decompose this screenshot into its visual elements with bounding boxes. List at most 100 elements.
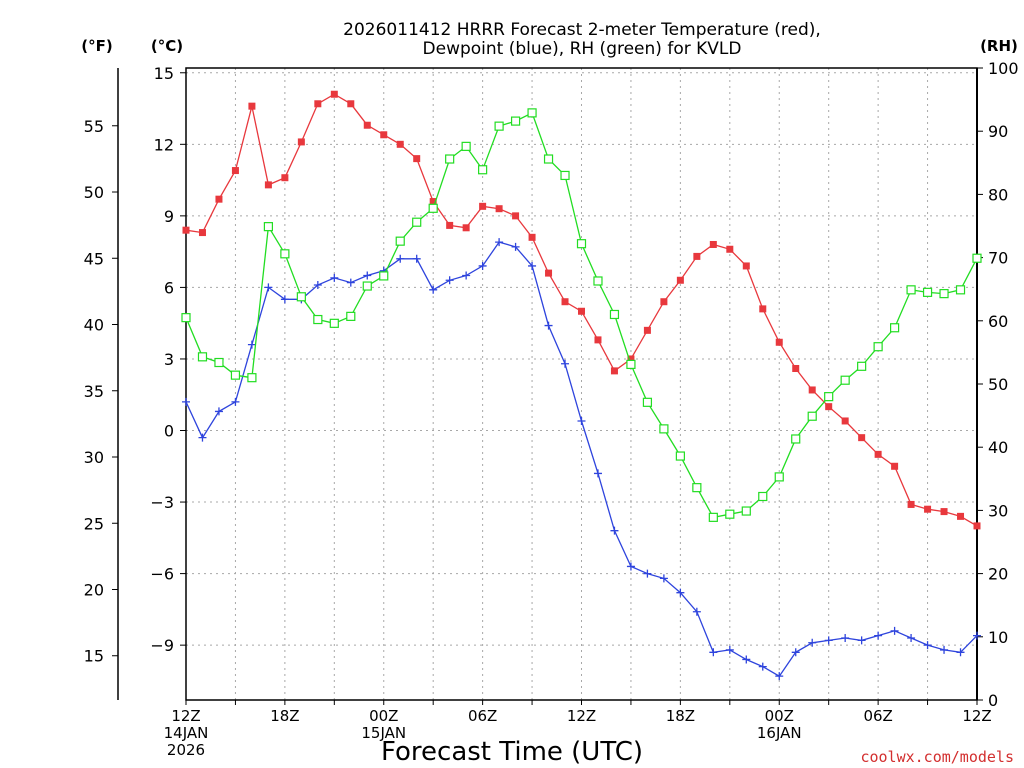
x-tick-label: 15JAN <box>361 724 406 742</box>
rh-point <box>494 121 504 131</box>
rh-tick-label: 70 <box>988 249 1008 268</box>
dewpoint-point <box>874 631 883 640</box>
rh-point <box>230 370 241 380</box>
temperature-point <box>182 226 190 234</box>
temperature-point <box>874 450 882 458</box>
dewpoint-point <box>841 633 850 642</box>
dewpoint-point <box>725 645 734 654</box>
dewpoint-point <box>198 433 207 442</box>
fahrenheit-tick-label: 20 <box>84 580 104 599</box>
x-tick-label: 12Z <box>567 707 596 725</box>
rh-point <box>510 116 521 126</box>
dewpoint-point <box>313 281 322 290</box>
temperature-point <box>215 195 223 203</box>
fahrenheit-tick-label: 50 <box>84 183 104 202</box>
rh-point <box>642 397 653 407</box>
fahrenheit-tick-labels: 15 20 25 30 35 40 45 50 55 <box>84 117 118 666</box>
temperature-point <box>610 367 618 375</box>
temperature-point <box>841 417 849 425</box>
series-rh <box>181 108 982 522</box>
dewpoint-point <box>659 574 668 583</box>
x-tick-label: 18Z <box>270 707 299 725</box>
temperature-point <box>726 245 734 253</box>
temperature-point <box>330 90 338 98</box>
celsius-tick-label: 6 <box>164 278 174 297</box>
rh-point <box>939 289 949 299</box>
temperature-point <box>545 269 553 277</box>
fahrenheit-tick-label: 30 <box>84 448 104 467</box>
rh-point <box>296 292 306 302</box>
fahrenheit-tick-label: 15 <box>84 647 104 666</box>
temperature-point <box>693 252 701 260</box>
dewpoint-point <box>429 285 438 294</box>
dewpoint-point <box>973 631 981 640</box>
rh-point <box>247 373 257 383</box>
rh-point <box>263 222 273 232</box>
x-tick-label: 18Z <box>666 707 695 725</box>
dewpoint-point <box>396 254 405 263</box>
temperature-point <box>858 434 866 442</box>
rh-point <box>741 506 751 516</box>
rh-point <box>478 165 488 175</box>
chart-title-line-2: Dewpoint (blue), RH (green) for KVLD <box>423 39 742 59</box>
dewpoint-point <box>462 271 471 280</box>
dewpoint-point <box>709 648 718 657</box>
x-tick-label: 16JAN <box>757 724 802 742</box>
dewpoint-point <box>907 633 916 642</box>
fahrenheit-tick-label: 40 <box>84 316 104 335</box>
rh-point <box>197 352 208 362</box>
temperature-point <box>907 500 915 508</box>
dewpoint-point <box>412 254 421 263</box>
temperature-point <box>462 224 470 232</box>
rh-point <box>972 253 982 263</box>
temperature-point <box>709 240 717 248</box>
series-dewpoint <box>182 238 981 681</box>
rh-tick-label: 100 <box>988 59 1019 78</box>
plot-frame <box>185 67 978 701</box>
temperature-point <box>380 131 388 139</box>
dewpoint-point <box>857 636 866 645</box>
x-tick-label: 12Z <box>962 707 991 725</box>
dewpoint-point <box>247 340 256 349</box>
series-layer <box>181 90 982 681</box>
rh-point <box>329 318 339 328</box>
rh-point <box>346 311 356 321</box>
rh-point <box>626 359 636 370</box>
temperature-point <box>248 102 256 110</box>
temperature-point <box>759 305 767 313</box>
celsius-tick-label: −3 <box>150 493 174 512</box>
dewpoint-point <box>231 397 240 406</box>
rh-tick-label: 10 <box>988 628 1008 647</box>
grid-lines <box>186 68 977 700</box>
temperature-point <box>808 386 816 394</box>
celsius-tick-label: 12 <box>154 135 174 154</box>
rh-point <box>560 170 570 181</box>
rh-point <box>807 411 817 421</box>
rh-point <box>593 276 603 286</box>
temperature-point <box>281 174 289 182</box>
x-tick-label: 2026 <box>167 741 205 759</box>
rh-point <box>791 434 801 444</box>
dewpoint-point <box>890 626 899 635</box>
temperature-point <box>528 233 536 241</box>
celsius-tick-labels: −9 −6 −3 0 3 6 9 12 15 <box>150 64 186 655</box>
temperature-point <box>594 336 602 344</box>
dewpoint-point <box>577 416 586 425</box>
x-tick-label: 12Z <box>171 707 200 725</box>
rh-point <box>725 509 735 519</box>
rh-point <box>362 281 372 291</box>
rh-point <box>445 154 455 164</box>
dewpoint-point <box>593 469 602 478</box>
fahrenheit-tick-label: 45 <box>84 249 104 268</box>
temperature-point <box>495 205 503 213</box>
temperature-point <box>297 138 305 146</box>
temperature-point <box>396 140 404 148</box>
dewpoint-point <box>956 648 965 657</box>
x-tick-label: 00Z <box>369 707 398 725</box>
rh-tick-label: 0 <box>988 691 998 710</box>
dewpoint-point <box>544 321 553 330</box>
temperature-point <box>825 403 833 411</box>
fahrenheit-tick-label: 25 <box>84 514 104 533</box>
